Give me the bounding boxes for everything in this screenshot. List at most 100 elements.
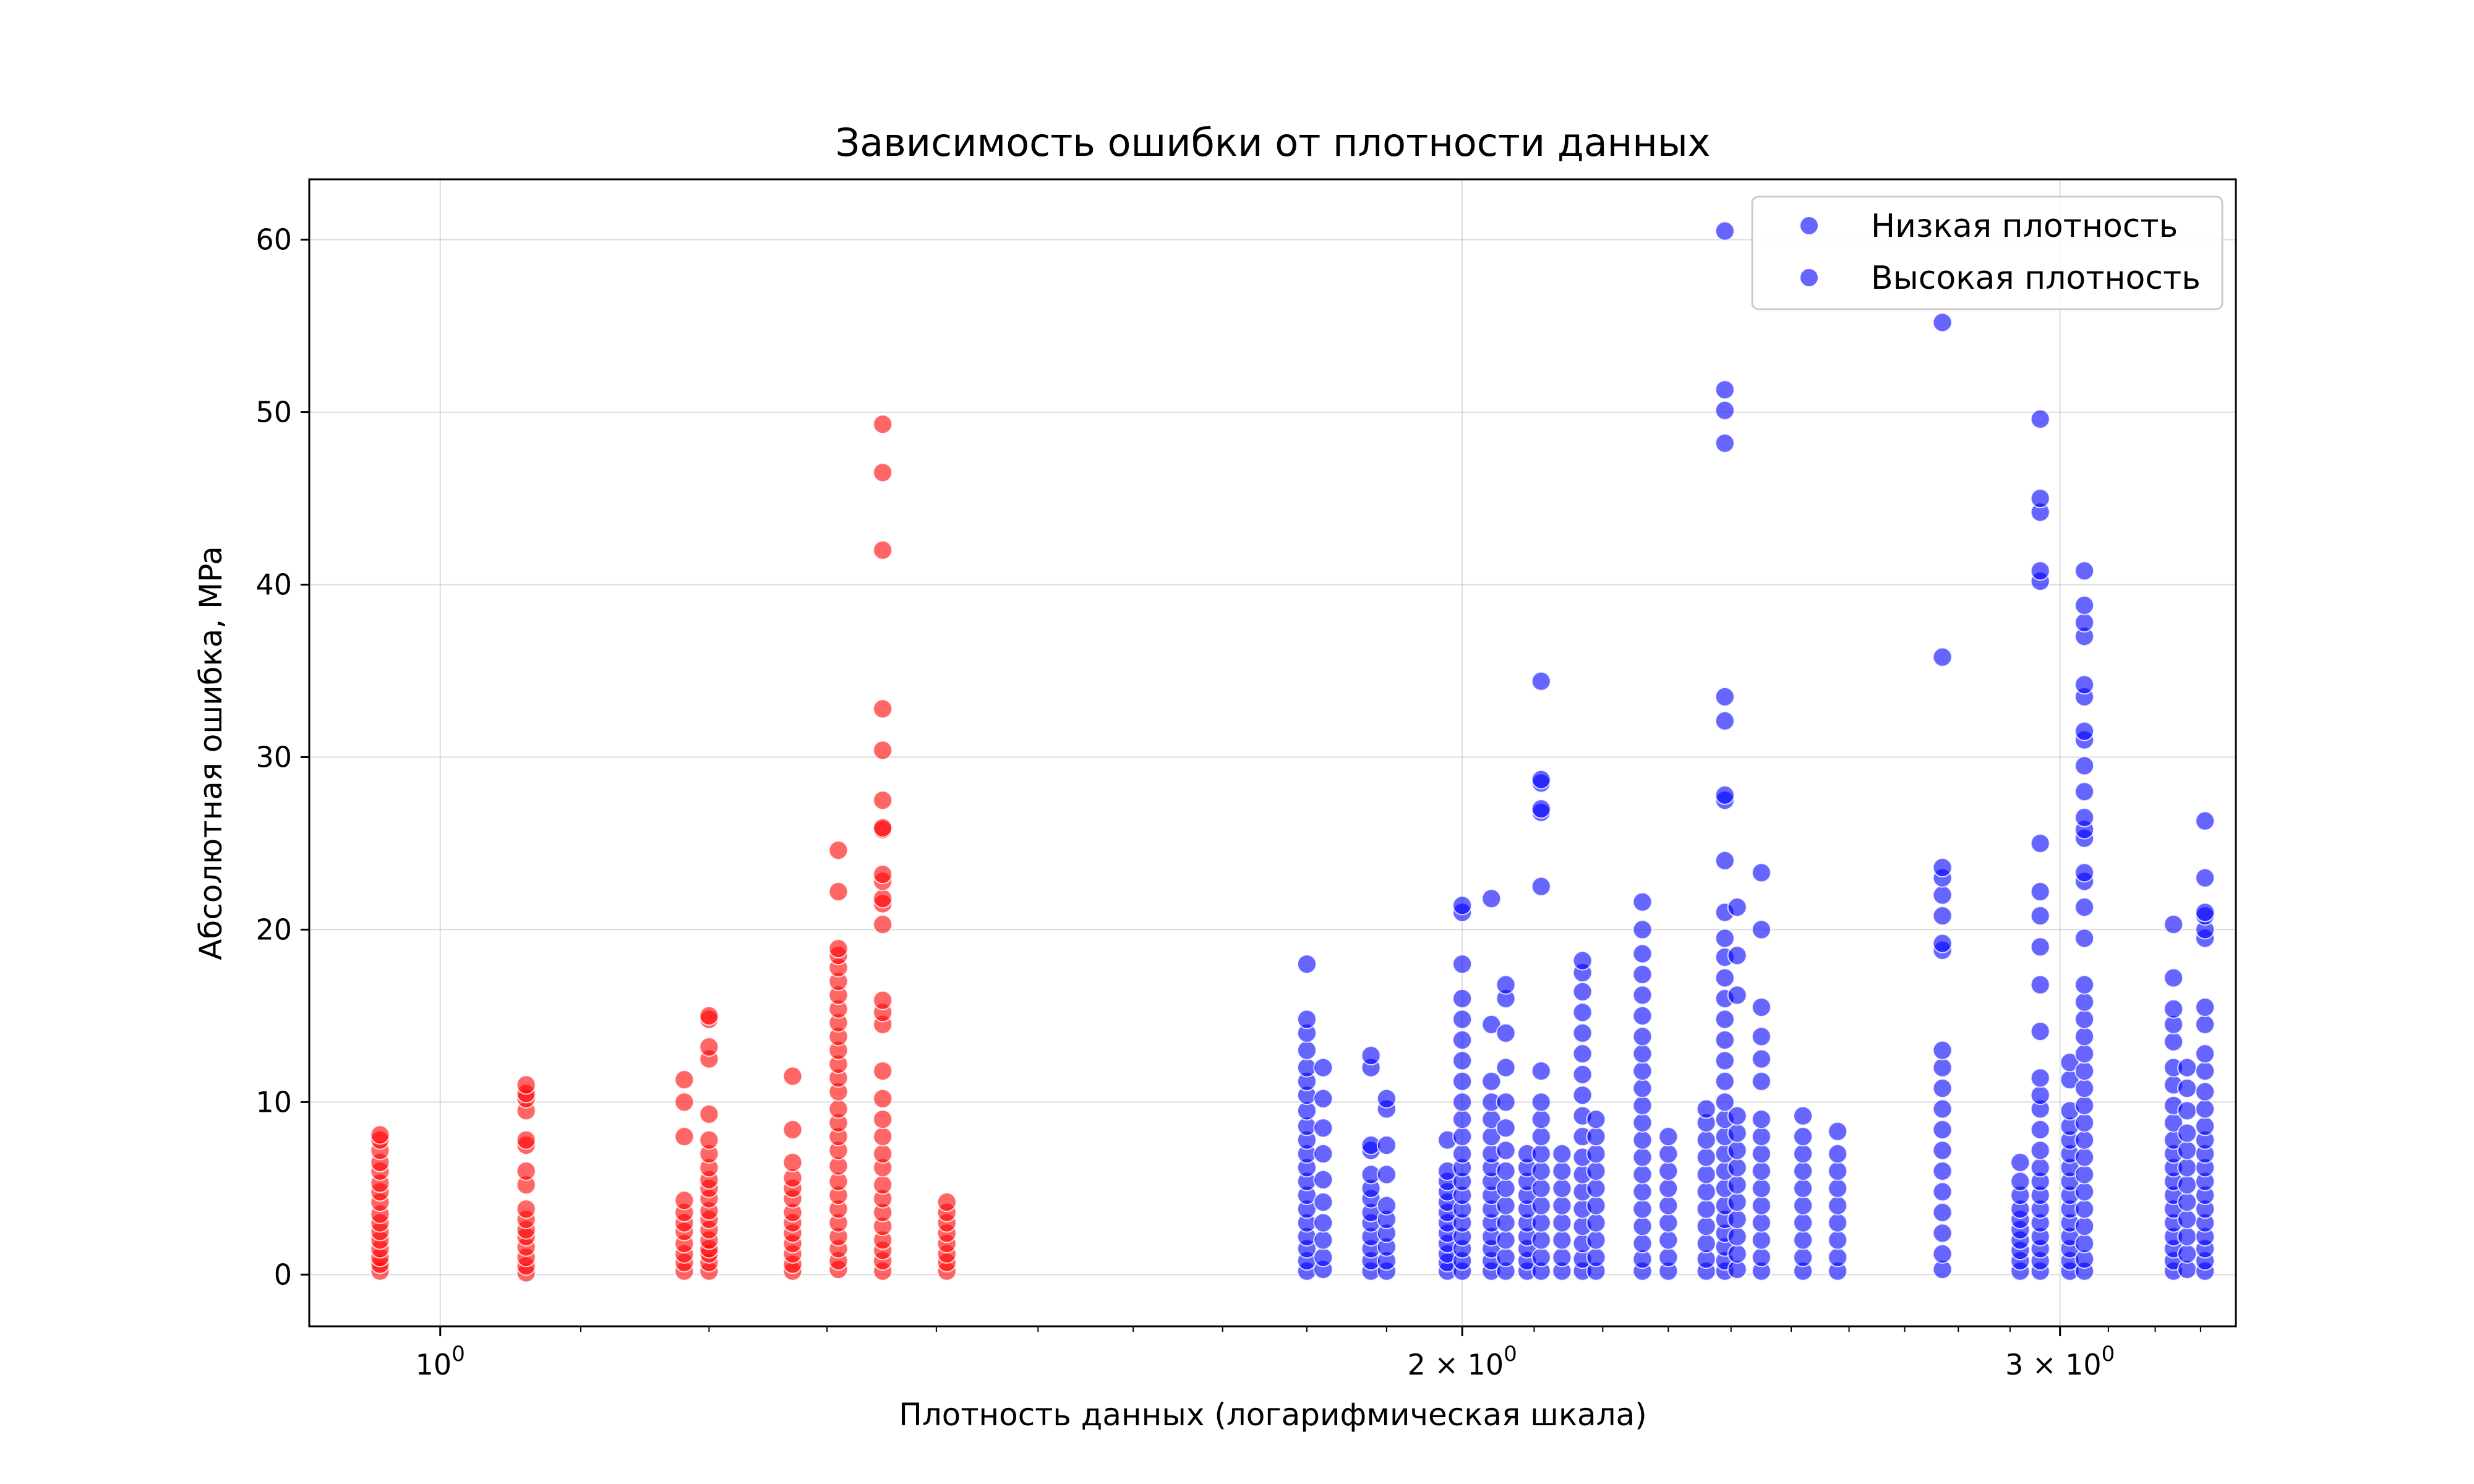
data-point (828, 1099, 849, 1119)
data-point (2177, 1209, 2198, 1230)
data-point (2060, 1052, 2080, 1073)
data-point (1632, 1130, 1653, 1150)
data-point (2030, 488, 2050, 509)
data-point (516, 1161, 536, 1181)
data-point (1531, 1092, 1551, 1112)
y-tick-label: 10 (255, 1085, 292, 1119)
data-point (1496, 1023, 1516, 1043)
data-point (2195, 1061, 2215, 1081)
data-point (828, 840, 849, 861)
y-axis-label: Абсолютная ошибка, MPa (193, 546, 229, 960)
data-point (1452, 1051, 1473, 1071)
data-point (873, 463, 893, 483)
data-point (2030, 937, 2050, 957)
data-point (1793, 1247, 1813, 1268)
x-axis-label: Плотность данных (логарифмическая шкала) (899, 1397, 1647, 1433)
data-point (1632, 985, 1653, 1005)
data-point (1714, 221, 1735, 241)
data-point (1481, 1071, 1502, 1091)
data-point (1658, 1247, 1679, 1268)
data-point (1586, 1247, 1606, 1268)
data-point (1296, 1040, 1317, 1060)
data-point (2030, 833, 2050, 853)
data-point (1313, 1088, 1333, 1109)
data-point (1496, 974, 1516, 995)
data-point (1658, 1195, 1679, 1216)
data-point (1496, 1213, 1516, 1233)
data-point (1632, 1061, 1653, 1081)
data-point (1932, 906, 1953, 926)
data-point (2074, 1182, 2095, 1202)
data-point (1632, 1199, 1653, 1219)
data-point (1572, 1002, 1593, 1023)
data-point (1727, 985, 1747, 1005)
data-point (873, 990, 893, 1010)
data-point (873, 790, 893, 811)
data-point (1714, 928, 1735, 949)
data-point (2164, 999, 2184, 1019)
data-point (1531, 1213, 1551, 1233)
data-point (1531, 769, 1551, 790)
data-point (1496, 1178, 1516, 1198)
data-point (674, 1070, 695, 1090)
data-point (2177, 1192, 2198, 1213)
data-point (1932, 312, 1953, 333)
data-point (2195, 1014, 2215, 1034)
data-point (873, 1144, 893, 1164)
data-point (2177, 1057, 2198, 1078)
data-point (1658, 1230, 1679, 1250)
data-point (2074, 675, 2095, 695)
data-point (1296, 954, 1317, 974)
data-point (873, 817, 893, 838)
data-point (1632, 944, 1653, 964)
data-point (1452, 1109, 1473, 1130)
data-point (2030, 561, 2050, 581)
data-point (1696, 1164, 1716, 1185)
data-point (1932, 1057, 1953, 1078)
data-point (1632, 1147, 1653, 1167)
data-point (2195, 1116, 2215, 1136)
data-point (1932, 1078, 1953, 1099)
data-point (1452, 895, 1473, 916)
data-point (2074, 928, 2095, 949)
data-point (2074, 808, 2095, 828)
data-point (873, 1127, 893, 1147)
data-point (1727, 1243, 1747, 1264)
data-point (873, 540, 893, 560)
data-point (699, 1104, 719, 1124)
data-point (1714, 1009, 1735, 1030)
chart-title: Зависимость ошибки от плотности данных (836, 120, 1711, 165)
data-point (2074, 1078, 2095, 1099)
data-point (1632, 919, 1653, 940)
data-point (1932, 885, 1953, 905)
data-point (1452, 1127, 1473, 1147)
data-point (1552, 1161, 1572, 1181)
data-point (2074, 992, 2095, 1012)
data-point (1531, 1109, 1551, 1130)
data-point (2030, 1158, 2050, 1178)
data-point (1586, 1213, 1606, 1233)
data-point (1932, 1223, 1953, 1243)
data-point (1552, 1230, 1572, 1250)
legend-marker (1799, 268, 1819, 288)
data-point (1552, 1213, 1572, 1233)
data-point (1452, 1144, 1473, 1164)
data-point (699, 1130, 719, 1150)
data-point (2010, 1171, 2031, 1192)
data-point (1751, 1178, 1771, 1198)
data-point (699, 1037, 719, 1057)
data-point (1828, 1178, 1848, 1198)
data-point (1632, 1182, 1653, 1202)
data-point (2030, 882, 2050, 902)
data-point (1531, 1178, 1551, 1198)
data-point (1714, 1051, 1735, 1071)
data-point (1313, 1118, 1333, 1138)
data-point (1793, 1213, 1813, 1233)
data-point (873, 414, 893, 435)
data-point (873, 1088, 893, 1109)
data-point (1727, 897, 1747, 918)
data-point (1313, 1169, 1333, 1190)
data-point (1452, 989, 1473, 1009)
data-point (2177, 1175, 2198, 1195)
data-point (1313, 1247, 1333, 1268)
